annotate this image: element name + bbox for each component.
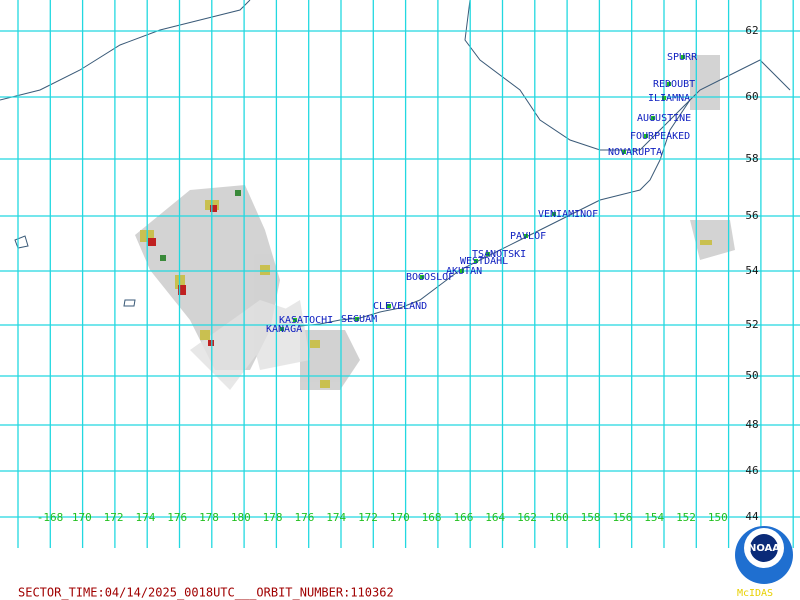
longitude-label: 178 bbox=[199, 511, 219, 524]
longitude-label: 164 bbox=[485, 511, 505, 524]
longitude-label: 170 bbox=[390, 511, 410, 524]
volcano-marker bbox=[486, 252, 490, 256]
longitude-label: 158 bbox=[581, 511, 601, 524]
longitude-label: 180 bbox=[231, 511, 251, 524]
volcano-label: SEGUAM bbox=[341, 314, 377, 325]
volcano-marker bbox=[552, 212, 556, 216]
volcano-label: CLEVELAND bbox=[373, 301, 427, 312]
longitude-label: 174 bbox=[326, 511, 346, 524]
volcano-marker bbox=[667, 82, 671, 86]
volcano-label: AUGUSTINE bbox=[637, 113, 691, 124]
longitude-label: 156 bbox=[612, 511, 632, 524]
longitude-label: 172 bbox=[104, 511, 124, 524]
volcano-label: SPURR bbox=[667, 52, 698, 63]
graticule bbox=[0, 0, 800, 548]
longitude-label: 168 bbox=[422, 511, 442, 524]
volcano-label: VENIAMINOF bbox=[538, 209, 598, 220]
latitude-label: 60 bbox=[745, 90, 758, 103]
longitude-label: 166 bbox=[453, 511, 473, 524]
longitude-label: 170 bbox=[72, 511, 92, 524]
volcano-label: ILIAMNA bbox=[648, 93, 690, 104]
volcano-label: KANAGA bbox=[266, 324, 302, 335]
volcano-label: WESTDAHL bbox=[460, 256, 508, 267]
volcano-label: BOGOSLOF bbox=[406, 272, 454, 283]
volcano-marker bbox=[460, 269, 464, 273]
latitude-label: 50 bbox=[745, 369, 758, 382]
longitude-label: 176 bbox=[167, 511, 187, 524]
latitude-label: 56 bbox=[745, 209, 758, 222]
latitude-label: 44 bbox=[745, 510, 759, 523]
logo-caption: McIDAS bbox=[737, 588, 773, 599]
volcano-label: FOURPEAKED bbox=[630, 131, 690, 142]
latitude-label: 58 bbox=[745, 152, 758, 165]
volcano-marker bbox=[420, 275, 424, 279]
noaa-logo: NOAA McIDAS bbox=[735, 526, 793, 599]
volcano-marker bbox=[293, 318, 297, 322]
volcano-marker bbox=[474, 259, 478, 263]
longitude-label: 174 bbox=[135, 511, 155, 524]
latitude-label: 46 bbox=[745, 464, 758, 477]
longitude-label: 172 bbox=[358, 511, 378, 524]
longitude-label: 162 bbox=[517, 511, 537, 524]
longitude-label: 178 bbox=[263, 511, 283, 524]
volcano-label: PAVLOF bbox=[510, 231, 546, 242]
volcano-marker bbox=[651, 116, 655, 120]
volcano-marker bbox=[622, 150, 626, 154]
volcano-marker bbox=[681, 55, 685, 59]
longitude-label: 176 bbox=[294, 511, 314, 524]
latitude-label: 54 bbox=[745, 264, 759, 277]
longitude-label: 154 bbox=[644, 511, 664, 524]
volcano-marker bbox=[662, 96, 666, 100]
latitude-label: 52 bbox=[745, 318, 758, 331]
longitude-label: 150 bbox=[708, 511, 728, 524]
coastline bbox=[0, 0, 791, 327]
footer: SECTOR_TIME:04/14/2025_0018UTC___ORBIT_N… bbox=[18, 586, 394, 600]
cloud-imagery bbox=[135, 55, 735, 390]
longitude-label: 160 bbox=[549, 511, 569, 524]
volcano-label: AKUTAN bbox=[446, 266, 482, 277]
longitude-label: -168 bbox=[37, 511, 64, 524]
volcano-marker bbox=[524, 234, 528, 238]
volcano-marker bbox=[355, 317, 359, 321]
volcano-marker bbox=[387, 304, 391, 308]
volcano-marker bbox=[280, 327, 284, 331]
logo-emblem: NOAA bbox=[748, 543, 780, 554]
volcano-label: REDOUBT bbox=[653, 79, 695, 90]
latitude-label: 48 bbox=[745, 418, 758, 431]
latitude-label: 62 bbox=[745, 24, 758, 37]
volcano-label: TSANOTSKI bbox=[472, 249, 526, 260]
volcano-label: KASATOCHI bbox=[279, 315, 333, 326]
volcano-marker bbox=[644, 134, 648, 138]
volcano-label: NOVARUPTA bbox=[608, 147, 662, 158]
longitude-label: 152 bbox=[676, 511, 696, 524]
